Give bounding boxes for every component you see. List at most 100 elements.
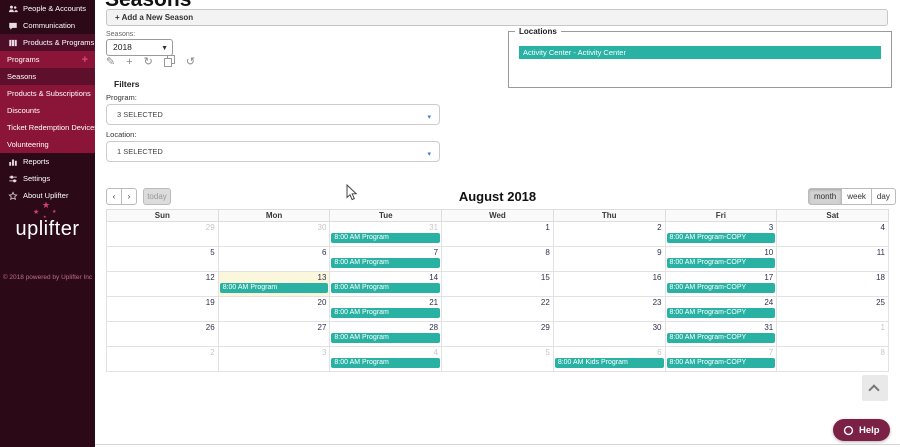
calendar-event[interactable]: 8:00 AM Program: [331, 358, 441, 368]
sidebar-item-seasons[interactable]: Seasons: [0, 68, 95, 85]
calendar-day-cell[interactable]: 8: [441, 246, 554, 272]
calendar-day-cell[interactable]: 2: [552, 221, 666, 247]
sidebar-item-discounts[interactable]: Discounts: [0, 102, 95, 119]
scroll-to-top-button[interactable]: [862, 375, 888, 401]
calendar-event[interactable]: 8:00 AM Program: [331, 233, 441, 243]
calendar-day-cell[interactable]: 27: [217, 321, 331, 347]
calendar-day-cell[interactable]: 3 8:00 AM Program-COPY: [664, 221, 778, 247]
calendar-day-cell[interactable]: 26: [106, 321, 219, 347]
calendar-day-cell[interactable]: 28 8:00 AM Program: [329, 321, 443, 347]
calendar-day-cell[interactable]: 29: [441, 321, 554, 347]
location-item[interactable]: Activity Center - Activity Center: [519, 46, 881, 59]
calendar-day-cell[interactable]: 22: [441, 296, 554, 322]
calendar-day-cell[interactable]: 11: [776, 246, 889, 272]
calendar-day-cell[interactable]: 12: [106, 271, 219, 297]
calendar-view-month[interactable]: month: [808, 188, 843, 205]
sidebar-item-people-accounts[interactable]: People & Accounts: [0, 0, 95, 17]
day-number: 1: [545, 223, 550, 232]
calendar-day-cell[interactable]: 1: [441, 221, 554, 247]
calendar-view-week[interactable]: week: [841, 188, 872, 205]
calendar-day-cell[interactable]: 7 8:00 AM Program-COPY: [664, 346, 778, 372]
day-number: 28: [429, 323, 439, 332]
copy-icon[interactable]: [163, 54, 175, 70]
calendar-day-cell[interactable]: 20: [217, 296, 331, 322]
sidebar-item-volunteering[interactable]: Volunteering: [0, 136, 95, 153]
calendar-today-button[interactable]: today: [143, 188, 171, 205]
program-filter-value: 3 SELECTED: [117, 110, 163, 119]
day-number: 26: [205, 323, 215, 332]
sidebar-item-programs[interactable]: Programs +: [0, 51, 95, 68]
calendar-day-cell[interactable]: 14 8:00 AM Program: [329, 271, 443, 297]
calendar-day-cell[interactable]: 17 8:00 AM Program-COPY: [664, 271, 778, 297]
calendar-next-button[interactable]: ›: [121, 188, 137, 205]
add-program-icon[interactable]: +: [81, 53, 88, 66]
add-season-button[interactable]: + Add a New Season: [106, 9, 888, 26]
calendar-day-cell[interactable]: 21 8:00 AM Program: [329, 296, 443, 322]
sidebar-item-reports[interactable]: Reports: [0, 153, 95, 170]
calendar-event[interactable]: 8:00 AM Program-COPY: [666, 308, 776, 318]
calendar-day-cell[interactable]: 4 8:00 AM Program: [329, 346, 443, 372]
edit-icon[interactable]: ✎: [106, 56, 116, 68]
calendar-event[interactable]: 8:00 AM Program: [331, 308, 441, 318]
calendar-event[interactable]: 8:00 AM Program: [219, 283, 329, 293]
calendar-day-cell[interactable]: 1: [776, 321, 889, 347]
program-filter-select[interactable]: 3 SELECTED ▾: [106, 104, 440, 125]
calendar-day-cell[interactable]: 19: [106, 296, 219, 322]
calendar-event[interactable]: 8:00 AM Program-COPY: [666, 233, 776, 243]
calendar-day-cell[interactable]: 30: [217, 221, 331, 247]
calendar-event[interactable]: 8:00 AM Program-COPY: [666, 283, 776, 293]
calendar-day-cell[interactable]: 24 8:00 AM Program-COPY: [664, 296, 778, 322]
calendar-day-cell[interactable]: 2: [106, 346, 219, 372]
calendar-day-cell[interactable]: 3: [217, 346, 331, 372]
day-number: 19: [205, 298, 215, 307]
calendar-event[interactable]: 8:00 AM Program-COPY: [666, 258, 776, 268]
calendar-day-cell[interactable]: 10 8:00 AM Program-COPY: [664, 246, 778, 272]
calendar-day-cell[interactable]: 31 8:00 AM Program-COPY: [664, 321, 778, 347]
calendar-day-cell[interactable]: 18: [776, 271, 889, 297]
refresh-icon[interactable]: ↻: [143, 56, 153, 68]
calendar-day-cell[interactable]: 15: [441, 271, 554, 297]
calendar-day-cell[interactable]: 8: [776, 346, 889, 372]
calendar-day-cell[interactable]: 16: [552, 271, 666, 297]
calendar-day-cell[interactable]: 31 8:00 AM Program: [329, 221, 443, 247]
program-filter-label: Program:: [106, 93, 137, 102]
add-icon[interactable]: +: [126, 56, 133, 68]
calendar-day-cell[interactable]: 25: [776, 296, 889, 322]
calendar-event[interactable]: 8:00 AM Program-COPY: [666, 358, 776, 368]
location-filter-value: 1 SELECTED: [117, 147, 163, 156]
calendar-day-cell[interactable]: 6: [217, 246, 331, 272]
season-select[interactable]: 2018 ▼: [106, 39, 173, 56]
sidebar-item-products-subscriptions[interactable]: Products & Subscriptions: [0, 85, 95, 102]
day-number: 21: [429, 298, 439, 307]
calendar-view-day[interactable]: day: [870, 188, 896, 205]
sidebar-item-about-uplifter[interactable]: About Uplifter: [0, 187, 95, 204]
calendar-day-cell[interactable]: 13 8:00 AM Program: [217, 271, 331, 297]
day-number: 8: [880, 348, 885, 357]
reports-icon: [7, 156, 18, 167]
day-number: 31: [429, 223, 439, 232]
caret-down-icon: ▼: [161, 45, 168, 52]
calendar-day-cell[interactable]: 29: [106, 221, 219, 247]
calendar-day-cell[interactable]: 4: [776, 221, 889, 247]
sidebar-item-products-programs[interactable]: Products & Programs: [0, 34, 95, 51]
calendar-day-cell[interactable]: 6 8:00 AM Kids Program: [552, 346, 666, 372]
undo-icon[interactable]: ↺: [185, 56, 196, 68]
calendar-day-cell[interactable]: 7 8:00 AM Program: [329, 246, 443, 272]
calendar-event[interactable]: 8:00 AM Program: [331, 333, 441, 343]
sidebar-item-settings[interactable]: Settings: [0, 170, 95, 187]
calendar-event[interactable]: 8:00 AM Program: [331, 258, 441, 268]
calendar-event[interactable]: 8:00 AM Kids Program: [554, 358, 664, 368]
calendar-event[interactable]: 8:00 AM Program: [331, 283, 441, 293]
calendar-day-cell[interactable]: 5: [106, 246, 219, 272]
filters-heading: Filters: [114, 79, 140, 89]
calendar-day-cell[interactable]: 23: [552, 296, 666, 322]
help-button[interactable]: Help: [833, 419, 890, 441]
calendar-day-cell[interactable]: 5: [441, 346, 554, 372]
calendar-event[interactable]: 8:00 AM Program-COPY: [666, 333, 776, 343]
sidebar-item-label: Products & Programs: [23, 38, 95, 47]
location-filter-select[interactable]: 1 SELECTED ▾: [106, 141, 440, 162]
sidebar-item-ticket-redemption-devices[interactable]: Ticket Redemption Devices: [0, 119, 98, 136]
calendar-day-cell[interactable]: 9: [552, 246, 666, 272]
calendar-day-cell[interactable]: 30: [552, 321, 666, 347]
sidebar-item-communication[interactable]: Communication: [0, 17, 95, 34]
